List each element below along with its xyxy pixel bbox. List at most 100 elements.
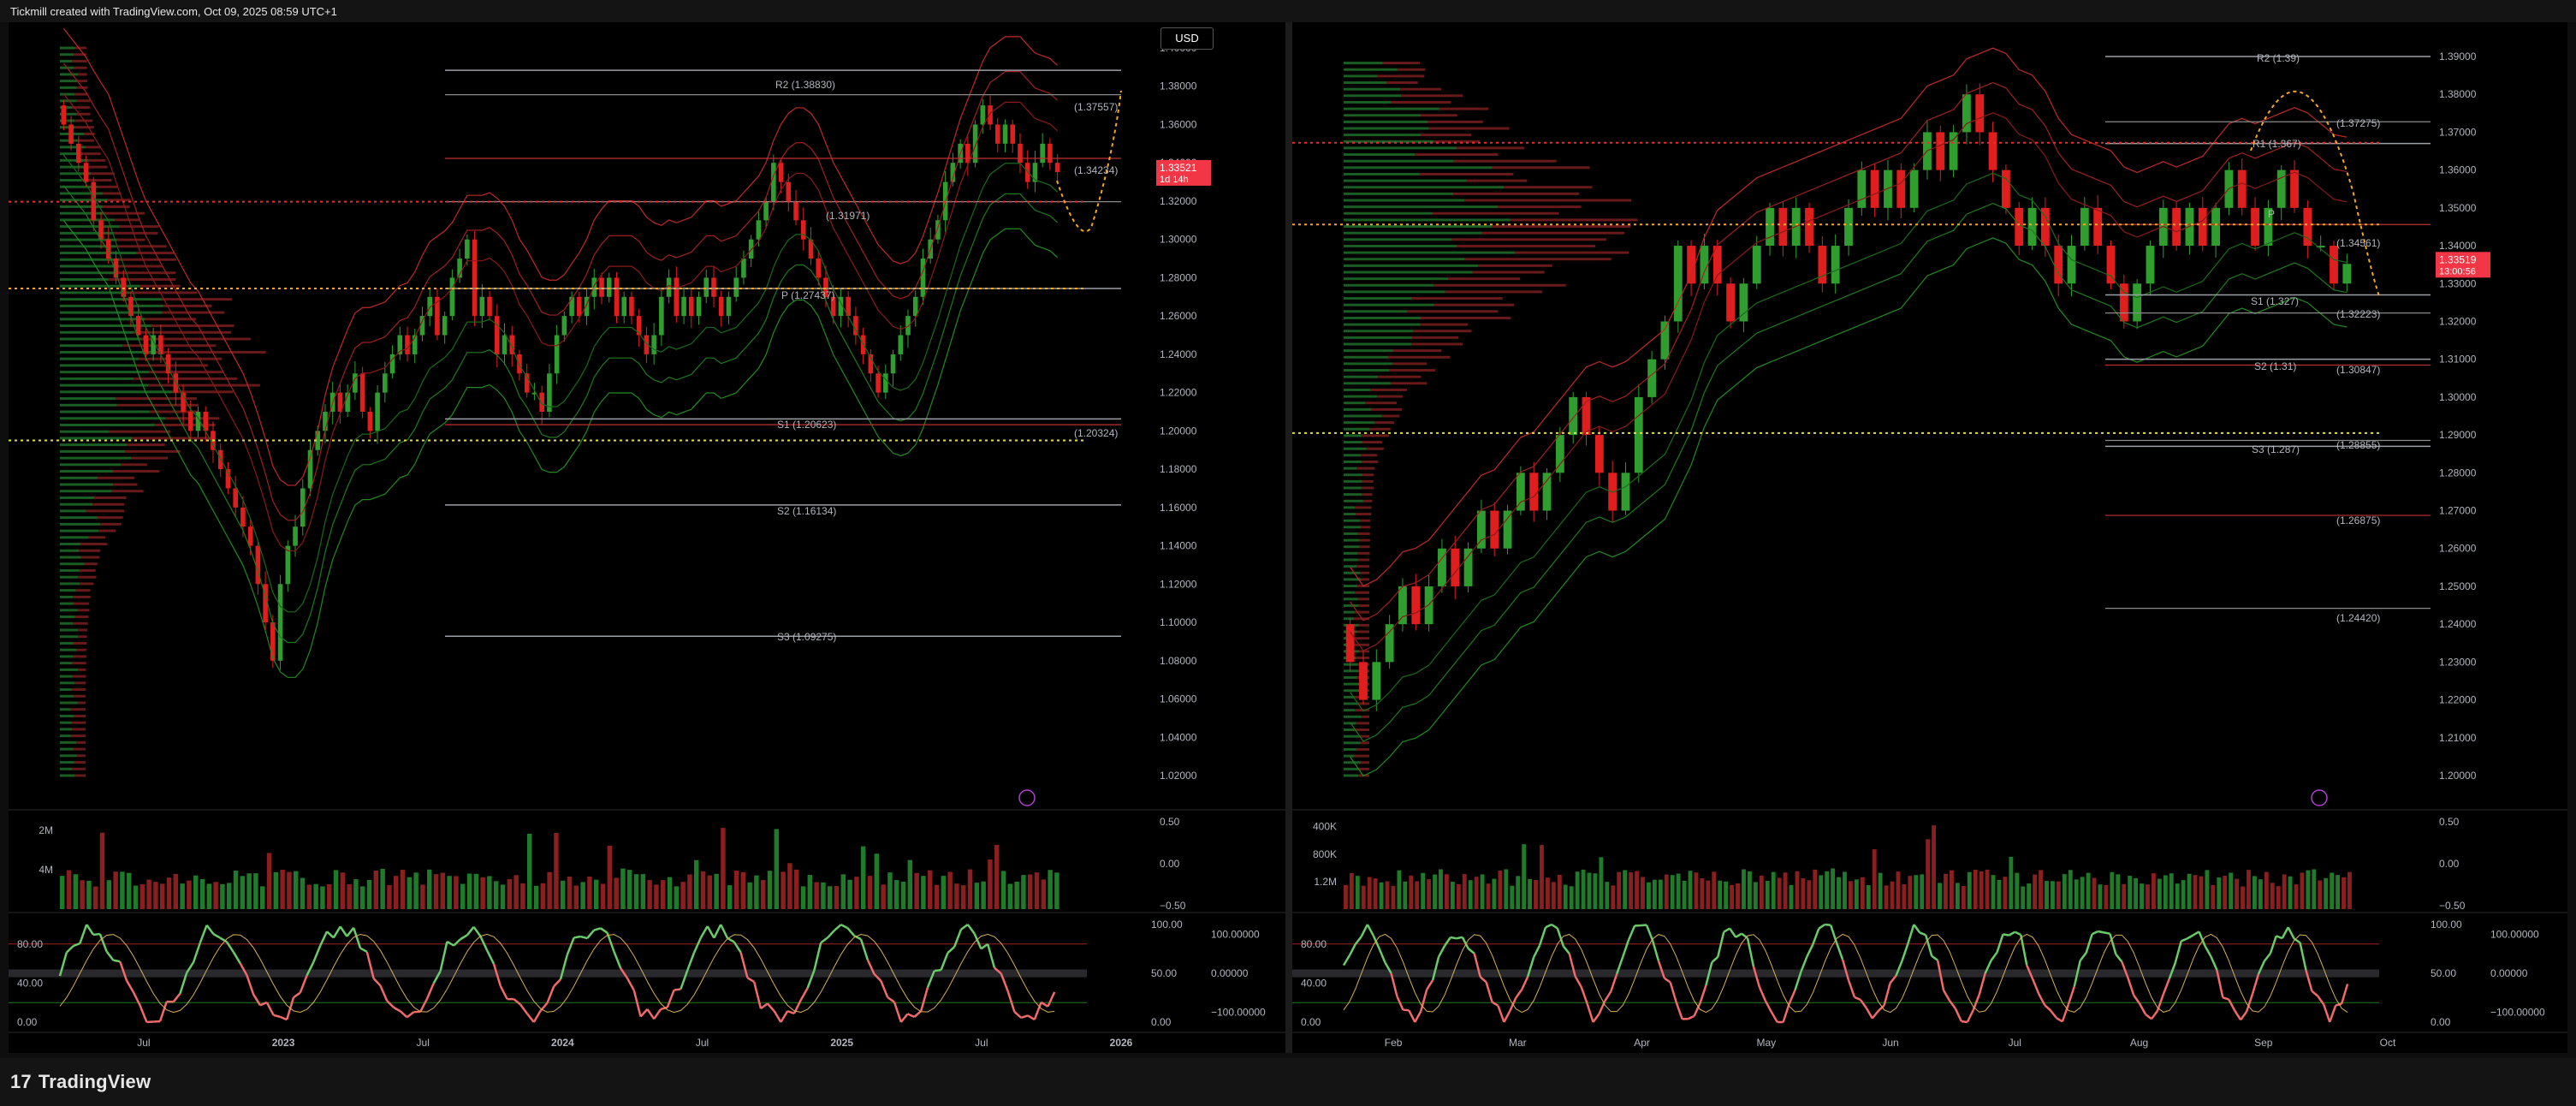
- volume-profile-bar: [1344, 454, 1362, 457]
- oscillator-segment: [353, 927, 362, 948]
- oscillator-segment: [486, 949, 496, 965]
- oscillator-segment: [1378, 948, 1386, 964]
- volume-bar: [313, 883, 318, 909]
- oscillator-segment: [1450, 936, 1457, 940]
- volume-bar: [921, 876, 926, 909]
- volume-profile-bar: [1344, 774, 1359, 777]
- tradingview-logo[interactable]: 17 TradingView: [10, 1071, 151, 1093]
- candle-body: [337, 392, 343, 412]
- oscillator-segment: [332, 925, 341, 939]
- price-tag: [1156, 159, 1211, 186]
- volume-profile-bar: [73, 747, 86, 751]
- volume-right-axis-label: −0.50: [1160, 900, 1186, 912]
- oscillator-segment: [1854, 996, 1861, 1001]
- oscillator-far-axis-label: 0.00000: [2490, 967, 2528, 979]
- volume-profile-bar: [1392, 349, 1442, 353]
- brand-name: TradingView: [38, 1071, 151, 1092]
- oscillator-right-axis-label: 50.00: [1151, 967, 1177, 979]
- volume-bar: [260, 886, 265, 909]
- oscillator-segment: [2085, 933, 2093, 954]
- volume-bar: [847, 879, 852, 909]
- volume-profile-bar: [74, 53, 86, 56]
- volume-profile-bar: [1344, 355, 1389, 359]
- volume-profile-bar: [1359, 538, 1370, 542]
- pane-divider[interactable]: [1285, 22, 1292, 1053]
- right-chart-panel[interactable]: 1.39000 1.38000 1.37000 1.36000 1.35000 1.340…: [1292, 22, 2567, 1053]
- candle-body: [203, 412, 209, 431]
- oscillator-segment: [727, 937, 735, 943]
- volume-profile-bar: [1344, 205, 1498, 209]
- volume-bar: [1932, 825, 1937, 909]
- volume-profile-bar: [1344, 362, 1392, 366]
- volume-profile-bar: [1427, 120, 1483, 123]
- volume-profile-bar: [139, 284, 181, 288]
- volume-profile-bar: [60, 384, 149, 387]
- volume-profile-bar: [148, 384, 260, 387]
- volume-profile-bar: [60, 205, 103, 208]
- volume-profile-bar: [76, 80, 88, 83]
- currency-button[interactable]: USD: [1160, 27, 1214, 50]
- volume-bar: [1629, 872, 1634, 909]
- volume-profile-bar: [60, 291, 130, 294]
- volume-profile-bar: [1344, 709, 1356, 712]
- oscillator-segment: [2020, 934, 2028, 966]
- oscillator-segment: [1865, 1007, 1873, 1020]
- volume-profile-bar: [113, 483, 138, 486]
- volume-profile-bar: [151, 324, 234, 328]
- volume-bar: [774, 829, 780, 909]
- candle-body: [105, 239, 111, 259]
- right-chart-svg[interactable]: 1.39000 1.38000 1.37000 1.36000 1.35000 1.340…: [1292, 22, 2567, 1053]
- volume-bar: [2312, 869, 2317, 909]
- oscillator-segment: [2251, 973, 2260, 995]
- oscillator-segment: [1372, 935, 1380, 949]
- volume-profile-bar: [60, 522, 101, 526]
- oscillator-segment: [1426, 979, 1434, 990]
- oscillator-segment: [1545, 923, 1552, 929]
- left-chart-panel[interactable]: 1.400001.380001.360001.340001.320001.300…: [9, 22, 1285, 1053]
- candle-body: [2106, 246, 2116, 284]
- volume-profile-bar: [91, 172, 115, 175]
- volume-profile-bar: [1504, 186, 1593, 189]
- candle-body: [2330, 246, 2338, 284]
- volume-profile-bar: [73, 595, 91, 598]
- oscillator-segment: [2008, 931, 2015, 937]
- oscillator-segment: [2329, 1005, 2337, 1023]
- volume-bar: [2336, 875, 2341, 909]
- candle-body: [247, 526, 253, 546]
- time-axis-label: Aug: [2130, 1037, 2148, 1049]
- volume-profile-bar: [60, 536, 89, 539]
- oscillator-segment: [1919, 931, 1926, 937]
- time-axis-label: May: [1756, 1037, 1776, 1049]
- volume-profile-bar: [60, 330, 134, 334]
- volume-bar: [733, 871, 739, 909]
- volume-bar: [2015, 872, 2020, 909]
- price-axis-label: 1.20000: [2439, 770, 2477, 782]
- volume-bar: [253, 873, 258, 909]
- volume-bar: [187, 880, 192, 909]
- oscillator-segment: [1604, 990, 1612, 1002]
- candle-body: [965, 143, 970, 164]
- volume-profile-bar: [60, 568, 80, 572]
- volume-profile-bar: [1344, 369, 1390, 372]
- volume-profile-bar: [1344, 74, 1378, 78]
- volume-bar: [366, 879, 372, 909]
- volume-profile-bar: [1362, 479, 1374, 483]
- volume-bar: [333, 870, 339, 909]
- volume-profile-bar: [60, 397, 116, 401]
- volume-profile-bar: [1453, 192, 1580, 195]
- volume-profile-bar: [60, 73, 79, 76]
- left-chart-svg[interactable]: 1.400001.380001.360001.340001.320001.300…: [9, 22, 1285, 1053]
- volume-bar: [447, 876, 452, 909]
- oscillator-segment: [1533, 944, 1541, 958]
- volume-right-axis-label: 0.50: [1160, 816, 1180, 828]
- volume-bar: [394, 876, 399, 909]
- price-axis-label: 1.24000: [2439, 618, 2477, 630]
- candle-body: [531, 392, 537, 395]
- volume-bar: [1028, 874, 1033, 909]
- candle-body: [674, 277, 680, 317]
- volume-profile-bar: [60, 86, 77, 89]
- candle-body: [345, 392, 350, 412]
- oscillator-segment: [1586, 1002, 1594, 1023]
- candle-body: [151, 335, 156, 354]
- volume-bar: [1546, 877, 1550, 909]
